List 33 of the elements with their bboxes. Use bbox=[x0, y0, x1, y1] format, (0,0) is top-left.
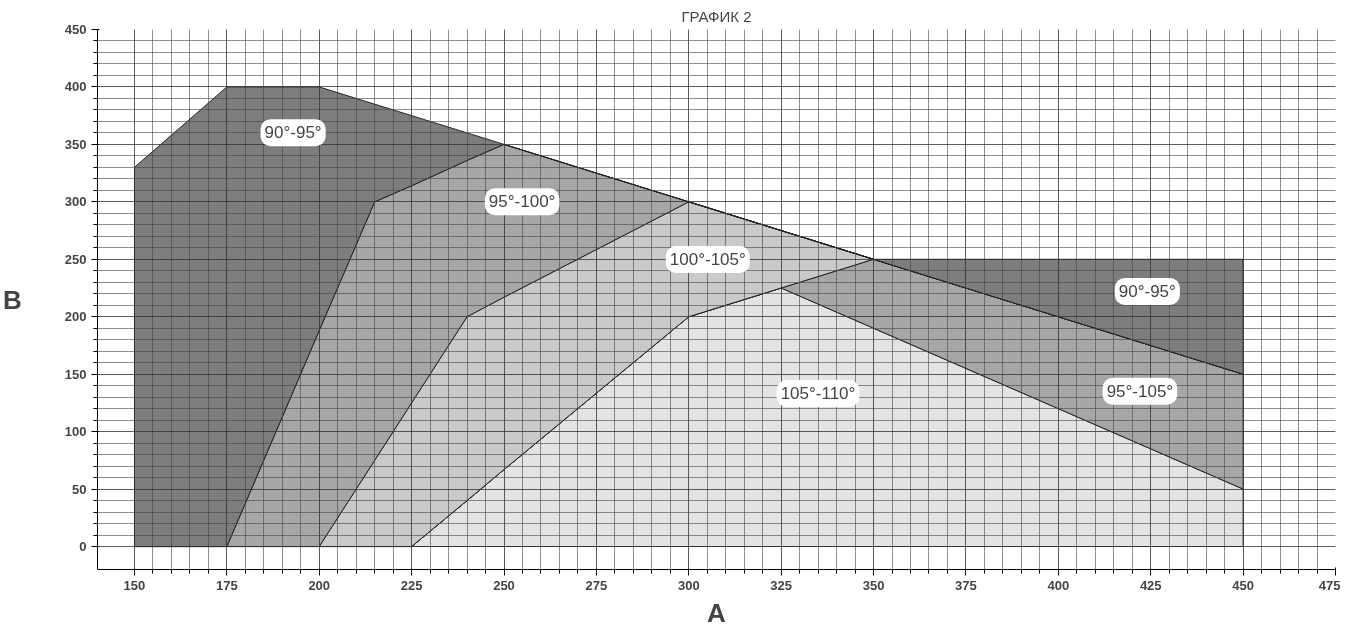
x-tick-label: 175 bbox=[216, 577, 238, 593]
y-tick-label: 200 bbox=[64, 309, 87, 325]
annotation: 105°-110° bbox=[780, 383, 856, 403]
x-tick-label: 300 bbox=[677, 577, 700, 593]
x-tick-label: 200 bbox=[308, 577, 331, 593]
y-tick-label: 150 bbox=[64, 366, 87, 382]
annotation: 100°-105° bbox=[669, 250, 746, 270]
x-tick-label: 450 bbox=[1232, 577, 1254, 593]
y-tick-label: 250 bbox=[64, 251, 87, 267]
y-axis-title: B bbox=[3, 284, 22, 315]
x-tick-label: 225 bbox=[400, 577, 423, 593]
y-tick-label: 450 bbox=[64, 22, 87, 37]
x-tick-label: 325 bbox=[770, 577, 793, 593]
x-tick-label: 250 bbox=[493, 577, 515, 593]
x-tick-label: 375 bbox=[955, 577, 977, 593]
annotation: 90°-95° bbox=[1118, 281, 1176, 301]
x-axis-title: A bbox=[707, 597, 727, 628]
chart-title: ГРАФИК 2 bbox=[681, 7, 752, 25]
y-tick-label: 100 bbox=[64, 424, 87, 440]
y-tick-label: 0 bbox=[79, 539, 87, 555]
y-tick-label: 300 bbox=[64, 194, 87, 210]
x-tick-label: 275 bbox=[585, 577, 608, 593]
x-tick-label: 400 bbox=[1047, 577, 1070, 593]
y-tick-label: 350 bbox=[64, 136, 87, 152]
x-tick-label: 350 bbox=[862, 577, 885, 593]
annotation: 90°-95° bbox=[264, 123, 322, 143]
y-tick-label: 50 bbox=[72, 481, 87, 497]
x-tick-label: 150 bbox=[123, 577, 146, 593]
x-tick-label: 475 bbox=[1318, 577, 1341, 593]
x-tick-label: 425 bbox=[1139, 577, 1162, 593]
annotation: 95°-105° bbox=[1106, 381, 1174, 401]
y-tick-label: 400 bbox=[64, 79, 87, 95]
annotation: 95°-100° bbox=[488, 192, 556, 212]
